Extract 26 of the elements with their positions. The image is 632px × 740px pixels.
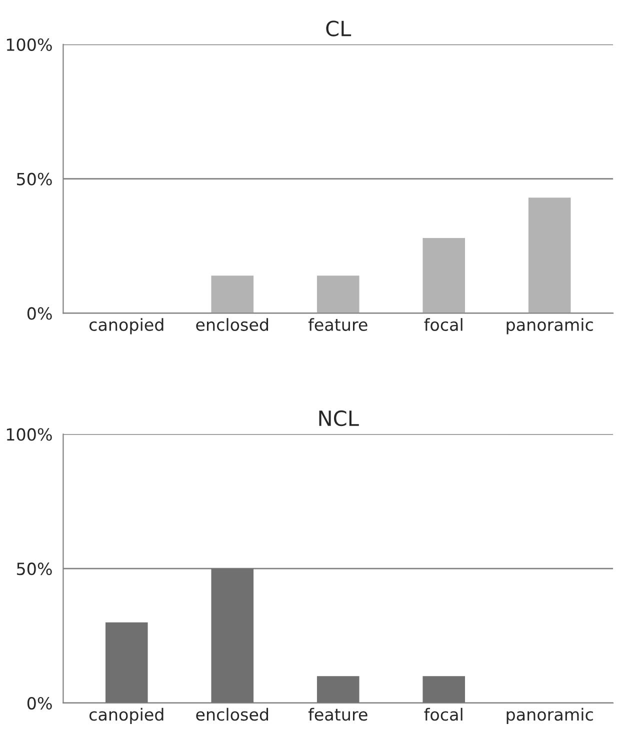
y-tick-label: 0% (27, 696, 52, 710)
bar (316, 676, 360, 703)
x-tick-label: enclosed (196, 318, 268, 331)
chart-title: NCL (319, 410, 359, 426)
bar (211, 568, 254, 703)
x-tick-label: focal (424, 318, 462, 331)
bar (422, 676, 466, 703)
y-tick-label: 50% (17, 172, 52, 186)
x-tick-label: feature (308, 318, 368, 331)
y-tick-label: 0% (27, 307, 52, 320)
y-tick-label: 100% (6, 38, 52, 51)
x-tick-label: focal (424, 708, 462, 721)
x-tick-label: panoramic (506, 708, 593, 724)
bar (528, 198, 571, 314)
chart-title: CL (326, 20, 352, 36)
y-tick-label: 100% (6, 428, 52, 441)
y-tick-label: 50% (17, 562, 52, 576)
bar (422, 238, 466, 314)
x-tick-label: enclosed (196, 708, 268, 721)
x-tick-label: panoramic (506, 318, 593, 334)
x-tick-label: canopied (89, 318, 164, 334)
bar (105, 622, 148, 703)
bar (316, 276, 360, 314)
x-tick-label: canopied (89, 708, 164, 724)
x-tick-label: feature (308, 708, 368, 721)
bar (211, 276, 254, 314)
